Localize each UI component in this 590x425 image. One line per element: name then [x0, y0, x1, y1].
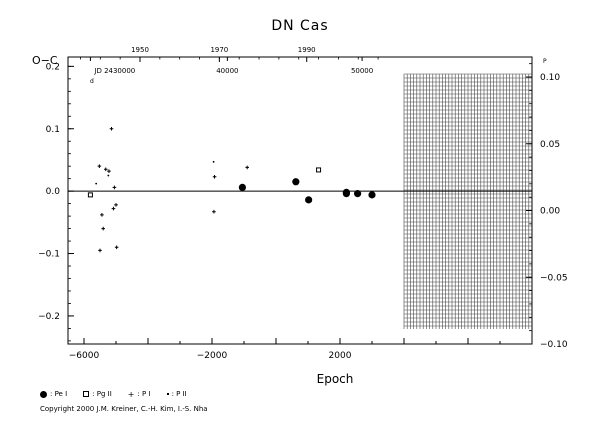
data-point-p-i — [97, 164, 102, 168]
y-axis-label: O−C — [32, 54, 58, 67]
legend: : Pe I : Pg II + : P I : P II — [40, 390, 187, 398]
right-y-tick-label: 0.10 — [540, 73, 560, 83]
data-point-p-i — [107, 169, 111, 173]
legend-label: : P II — [171, 390, 187, 398]
legend-label: : P I — [137, 390, 151, 398]
data-point-pe-i — [354, 190, 362, 198]
data-point-p-i — [212, 209, 216, 214]
data-point-p-i — [112, 185, 117, 190]
data-point-p-i — [109, 126, 114, 131]
data-point-p-i — [101, 226, 105, 231]
data-point-p-i — [100, 213, 104, 217]
data-point-p-i — [245, 165, 249, 170]
year-tick-label: 1970 — [210, 46, 228, 54]
right-unit-label: P — [543, 58, 547, 65]
data-point-p-i — [103, 167, 108, 172]
x-tick-label: 2000 — [329, 351, 352, 361]
data-point-pe-i — [305, 196, 313, 204]
x-tick-label: −2000 — [197, 351, 228, 361]
x-axis-label: Epoch — [317, 372, 354, 386]
legend-label: : Pg II — [92, 390, 112, 398]
data-point-pe-i — [368, 191, 376, 199]
dot-icon — [166, 393, 169, 395]
y-tick-label: 0.2 — [46, 62, 60, 72]
year-tick-label: 1990 — [298, 46, 316, 54]
data-point-p-ii — [212, 160, 215, 163]
data-point-p-i — [98, 248, 102, 253]
left-unit-label: d — [90, 78, 94, 85]
data-point-p-ii — [107, 174, 110, 177]
data-point-pe-i — [238, 183, 246, 191]
jd-tick-label: 40000 — [216, 67, 238, 75]
data-point-p-i — [114, 203, 118, 207]
y-tick-label: 0.0 — [46, 187, 61, 197]
legend-label: : Pe I — [50, 390, 68, 398]
legend-item-p-ii: : P II — [166, 390, 187, 398]
data-point-pe-i — [342, 190, 350, 198]
data-point-p-i — [212, 174, 217, 179]
data-point-pe-i — [292, 178, 300, 186]
y-tick-label: −0.2 — [38, 312, 60, 322]
copyright: Copyright 2000 J.M. Kreiner, C.-H. Kim, … — [40, 405, 208, 413]
year-tick-label: 1950 — [131, 46, 149, 54]
data-point-p-i — [114, 245, 119, 250]
jd-tick-label: JD 2430000 — [93, 67, 135, 75]
open-square-icon — [83, 391, 90, 397]
plus-icon: + — [127, 389, 135, 399]
x-tick-label: −6000 — [69, 351, 100, 361]
jd-tick-label: 50000 — [351, 67, 373, 75]
legend-item-p-i: + : P I — [128, 390, 151, 398]
filled-circle-icon — [40, 390, 47, 398]
data-point-pg-ii — [87, 192, 93, 198]
right-y-tick-label: −0.05 — [540, 273, 568, 283]
chart-title: DN Cas — [271, 18, 328, 34]
right-y-tick-label: 0.05 — [540, 140, 560, 150]
right-y-tick-label: 0.00 — [540, 207, 560, 217]
legend-item-pg-ii: : Pg II — [83, 390, 112, 398]
legend-item-pe-i: : Pe I — [40, 390, 67, 398]
y-tick-label: −0.1 — [38, 250, 60, 260]
plot-frame — [67, 56, 533, 345]
right-y-tick-label: −0.10 — [540, 340, 568, 350]
data-point-pg-ii — [316, 167, 322, 173]
y-tick-label: 0.1 — [46, 125, 60, 135]
data-point-p-ii — [95, 182, 98, 185]
data-point-p-i — [111, 206, 116, 211]
